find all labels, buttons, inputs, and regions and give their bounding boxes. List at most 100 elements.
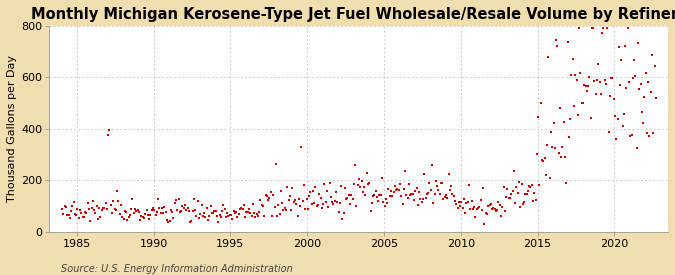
Point: [168, 216, 179, 220]
Point: [621, 86, 632, 90]
Point: [414, 190, 425, 194]
Point: [288, 199, 299, 204]
Point: [255, 198, 266, 202]
Point: [371, 189, 381, 193]
Point: [327, 200, 338, 204]
Point: [71, 213, 82, 217]
Point: [167, 210, 178, 214]
Point: [235, 207, 246, 211]
Point: [378, 200, 389, 204]
Point: [364, 180, 375, 185]
Point: [497, 205, 508, 209]
Point: [278, 208, 289, 213]
Point: [324, 181, 335, 185]
Point: [161, 218, 172, 222]
Point: [267, 214, 277, 219]
Point: [628, 76, 639, 80]
Point: [169, 201, 180, 205]
Point: [576, 100, 587, 105]
Point: [108, 199, 119, 204]
Point: [562, 40, 573, 44]
Point: [398, 187, 409, 191]
Point: [308, 200, 319, 205]
Point: [605, 76, 616, 80]
Point: [135, 218, 146, 222]
Point: [544, 175, 555, 180]
Point: [547, 144, 558, 149]
Point: [195, 211, 206, 216]
Point: [618, 112, 629, 116]
Point: [80, 210, 90, 214]
Point: [347, 197, 358, 201]
Point: [242, 210, 253, 214]
Point: [643, 80, 653, 84]
Point: [111, 207, 122, 212]
Point: [221, 215, 232, 219]
Point: [382, 200, 393, 205]
Point: [240, 215, 250, 220]
Point: [568, 104, 579, 108]
Point: [344, 193, 354, 197]
Point: [432, 184, 443, 189]
Point: [254, 210, 265, 215]
Point: [389, 183, 400, 188]
Point: [332, 199, 343, 204]
Point: [599, 78, 610, 82]
Point: [418, 197, 429, 202]
Point: [481, 211, 492, 216]
Point: [352, 183, 363, 187]
Point: [384, 194, 395, 198]
Point: [311, 204, 322, 208]
Point: [61, 205, 72, 209]
Point: [545, 129, 556, 134]
Point: [318, 202, 329, 207]
Point: [424, 180, 435, 185]
Point: [284, 198, 294, 202]
Point: [198, 213, 209, 218]
Point: [556, 155, 566, 159]
Point: [442, 196, 453, 200]
Point: [415, 197, 426, 201]
Point: [387, 194, 398, 199]
Point: [461, 201, 472, 205]
Point: [587, 26, 597, 31]
Point: [450, 199, 460, 203]
Point: [639, 95, 650, 99]
Point: [244, 207, 254, 211]
Point: [295, 204, 306, 208]
Point: [188, 197, 199, 201]
Point: [248, 211, 259, 215]
Point: [478, 185, 489, 190]
Point: [428, 200, 439, 205]
Point: [541, 173, 551, 177]
Point: [64, 216, 75, 220]
Point: [526, 183, 537, 188]
Point: [100, 201, 111, 205]
Point: [555, 105, 566, 110]
Point: [337, 217, 348, 221]
Point: [434, 192, 445, 196]
Point: [451, 201, 462, 206]
Point: [74, 216, 84, 220]
Point: [346, 192, 356, 197]
Point: [67, 204, 78, 208]
Point: [98, 205, 109, 210]
Point: [585, 116, 596, 121]
Point: [638, 120, 649, 125]
Point: [328, 202, 339, 207]
Point: [437, 181, 448, 185]
Point: [121, 210, 132, 214]
Point: [90, 210, 101, 215]
Point: [122, 217, 133, 222]
Point: [258, 204, 269, 208]
Point: [557, 145, 568, 149]
Point: [355, 185, 366, 189]
Point: [250, 214, 261, 219]
Point: [571, 78, 582, 82]
Point: [358, 185, 369, 189]
Point: [485, 202, 496, 207]
Point: [172, 208, 183, 212]
Point: [487, 207, 497, 211]
Point: [76, 211, 86, 215]
Y-axis label: Thousand Gallons per Day: Thousand Gallons per Day: [7, 55, 17, 202]
